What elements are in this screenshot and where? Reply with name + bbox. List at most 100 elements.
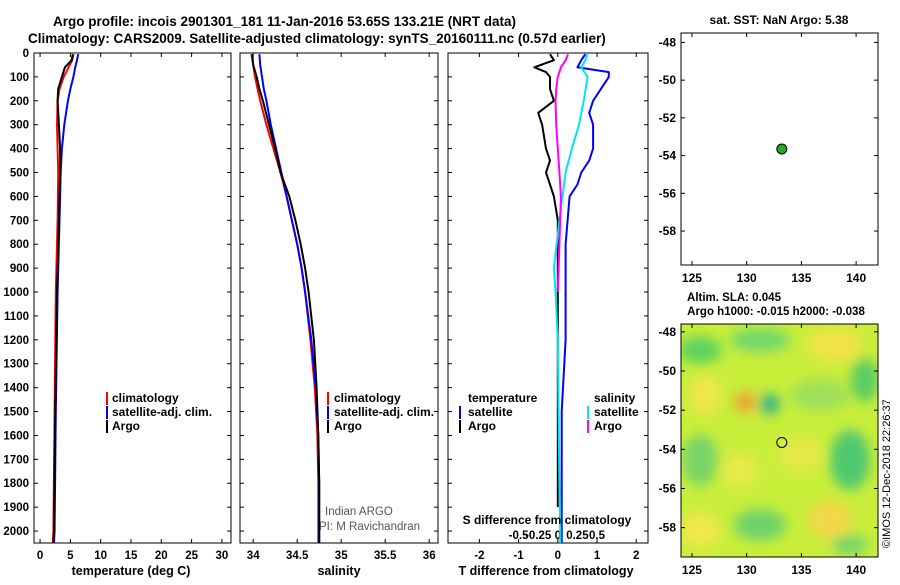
- series-line: [533, 53, 559, 508]
- legend-climatology: climatology: [112, 391, 179, 405]
- sal-diff-tick-label: -0.25: [525, 530, 552, 542]
- depth-tick-label: 1400: [3, 383, 29, 395]
- x-tick-label: 20: [155, 550, 168, 562]
- map-x-tick-label: 130: [737, 563, 757, 577]
- sst-argo-marker: [776, 143, 788, 155]
- legend-temp-satellite: satellite: [468, 405, 513, 419]
- x-tick-label: 1: [594, 550, 601, 562]
- depth-tick-label: 1200: [3, 335, 29, 347]
- difference-legend: temperature salinity satellite Argo sate…: [459, 391, 639, 433]
- depth-tick-label: 1500: [3, 407, 29, 419]
- x-tick-label: 10: [94, 550, 107, 562]
- map-y-tick-label: -54: [659, 442, 677, 456]
- map-y-tick-label: -50: [659, 73, 677, 87]
- depth-axis: 0 100 200 300 400 500 600 700 800 900 1000 1100 1200…: [3, 48, 648, 538]
- x-tick-label: -1: [513, 550, 524, 562]
- sal-diff-tick-label: 0: [555, 530, 561, 542]
- depth-tick-label: 800: [10, 239, 29, 251]
- temperature-series: [51, 54, 80, 544]
- series-line: [554, 53, 569, 293]
- map-y-tick-label: -50: [659, 364, 677, 378]
- map-x-tick-label: 140: [846, 563, 866, 577]
- x-tick-label: 15: [125, 550, 138, 562]
- x-tick-label: 5: [67, 550, 74, 562]
- sal-diff-tick-label: -0.5: [509, 530, 529, 542]
- legend-climatology: climatology: [334, 391, 401, 405]
- salinity-series: [250, 54, 321, 543]
- salinity-legend: climatology satellite-adj. clim. Argo: [327, 391, 434, 433]
- panel-x-axes: 0 5 10 15 20 25 30 34 34.5 35 35.5 36 -2 -1 0 1 2 -0.5-0.…: [37, 53, 639, 562]
- map-x-tick-label: 125: [682, 563, 702, 577]
- sla-map-image: [681, 324, 878, 557]
- series-line: [552, 53, 589, 543]
- map-x-tick-label: 140: [846, 271, 866, 285]
- legend-sal-argo: Argo: [594, 419, 622, 433]
- legend-satellite: satellite-adj. clim.: [334, 405, 434, 419]
- temperature-xlabel: temperature (deg C): [72, 564, 191, 578]
- depth-tick-label: 600: [10, 191, 29, 203]
- depth-tick-label: 2000: [3, 526, 29, 538]
- legend-sal-satellite: satellite: [594, 405, 639, 419]
- depth-tick-label: 700: [10, 215, 29, 227]
- x-tick-label: 0: [37, 550, 43, 562]
- sla-argo-marker: [776, 436, 788, 448]
- credit-line-1: Indian ARGO: [325, 506, 393, 518]
- title-line-1: Argo profile: incois 2901301_181 11-Jan-…: [53, 14, 516, 29]
- x-tick-label: 25: [185, 550, 198, 562]
- map-y-tick-label: -48: [659, 325, 677, 339]
- series-line: [251, 54, 321, 543]
- legend-temperature-title: temperature: [468, 391, 538, 405]
- difference-series: [533, 53, 610, 543]
- map-y-tick-label: -58: [659, 521, 677, 535]
- legend-salinity-title: salinity: [594, 391, 636, 405]
- x-tick-label: 34.5: [286, 550, 309, 562]
- map-x-tick-label: 130: [737, 271, 757, 285]
- series-line: [52, 54, 74, 544]
- credit-line-2: PI: M Ravichandran: [319, 521, 420, 533]
- sal-diff-tick-label: 0.5: [589, 530, 606, 542]
- sal-diff-axis-label: S difference from climatology: [463, 513, 632, 527]
- depth-tick-label: 300: [10, 120, 29, 132]
- legend-argo: Argo: [112, 419, 140, 433]
- difference-xlabel: T difference from climatology: [458, 564, 633, 578]
- map-x-tick-label: 135: [791, 563, 811, 577]
- x-tick-label: 35: [335, 550, 348, 562]
- map-y-tick-label: -52: [659, 111, 677, 125]
- depth-tick-label: 1900: [3, 502, 29, 514]
- series-line: [560, 53, 610, 543]
- x-tick-label: 30: [216, 550, 229, 562]
- depth-tick-label: 500: [10, 168, 29, 180]
- sla-map-axes: 125 130 135 140 -48 -50 -52 -54 -56 -58: [659, 324, 878, 577]
- sla-map-frame: [680, 323, 879, 558]
- depth-tick-label: 1600: [3, 430, 29, 442]
- x-tick-label: 36: [423, 550, 436, 562]
- depth-tick-label: 900: [10, 263, 29, 275]
- legend-satellite: satellite-adj. clim.: [112, 405, 212, 419]
- depth-tick-label: 1100: [4, 311, 29, 323]
- depth-tick-label: 1800: [3, 478, 29, 490]
- depth-tick-label: 100: [10, 72, 29, 84]
- sla-map-title: Altim. SLA: 0.045: [687, 292, 782, 304]
- depth-tick-label: 1000: [3, 287, 29, 299]
- depth-tick-label: 200: [10, 96, 29, 108]
- x-tick-label: 0: [555, 550, 561, 562]
- x-tick-label: -2: [474, 550, 484, 562]
- depth-tick-label: 400: [10, 144, 29, 156]
- legend-temp-argo: Argo: [468, 419, 496, 433]
- x-tick-label: 2: [633, 550, 639, 562]
- x-tick-label: 35.5: [374, 550, 397, 562]
- depth-tick-label: 0: [23, 48, 29, 60]
- map-y-tick-label: -58: [659, 224, 677, 238]
- depth-tick-label: 1700: [3, 454, 29, 466]
- title-line-2: Climatology: CARS2009. Satellite-adjuste…: [28, 31, 606, 46]
- temperature-legend: climatology satellite-adj. clim. Argo: [106, 391, 212, 433]
- map-x-tick-label: 125: [682, 271, 702, 285]
- map-x-tick-label: 135: [791, 271, 811, 285]
- x-tick-label: 34: [247, 550, 260, 562]
- sal-diff-tick-label: 0.25: [566, 530, 589, 542]
- temperature-panel: [33, 52, 232, 544]
- map-y-tick-label: -56: [659, 481, 677, 495]
- map-y-tick-label: -54: [659, 149, 677, 163]
